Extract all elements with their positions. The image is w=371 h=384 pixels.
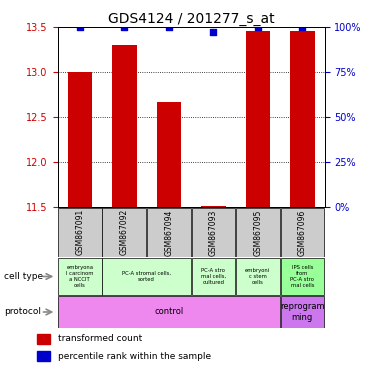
Text: GSM867093: GSM867093 xyxy=(209,209,218,255)
Bar xyxy=(191,208,235,257)
Point xyxy=(299,24,305,30)
Point xyxy=(77,24,83,30)
Bar xyxy=(37,334,50,344)
Text: control: control xyxy=(154,308,183,316)
Bar xyxy=(37,351,50,361)
Bar xyxy=(191,258,235,295)
Bar xyxy=(68,72,92,207)
Bar xyxy=(201,205,226,207)
Text: percentile rank within the sample: percentile rank within the sample xyxy=(58,351,211,361)
Text: GSM867095: GSM867095 xyxy=(253,209,262,255)
Text: reprogram
ming: reprogram ming xyxy=(280,302,325,322)
Text: cell type: cell type xyxy=(4,272,43,281)
Bar xyxy=(102,258,191,295)
Point xyxy=(121,24,127,30)
Text: PC-A stro
mal cells,
cultured: PC-A stro mal cells, cultured xyxy=(201,268,226,285)
Bar xyxy=(112,45,137,207)
Title: GDS4124 / 201277_s_at: GDS4124 / 201277_s_at xyxy=(108,12,275,26)
Bar xyxy=(157,102,181,207)
Point xyxy=(255,24,261,30)
Point xyxy=(166,24,172,30)
Text: embryona
l carcinom
a NCCIT
cells: embryona l carcinom a NCCIT cells xyxy=(66,265,93,288)
Text: GSM867091: GSM867091 xyxy=(75,209,84,255)
Bar xyxy=(147,208,191,257)
Text: transformed count: transformed count xyxy=(58,334,142,343)
Text: GSM867096: GSM867096 xyxy=(298,209,307,255)
Text: GSM867092: GSM867092 xyxy=(120,209,129,255)
Text: GSM867094: GSM867094 xyxy=(164,209,173,255)
Bar xyxy=(102,208,146,257)
Bar xyxy=(58,258,102,295)
Text: protocol: protocol xyxy=(4,308,41,316)
Bar xyxy=(280,208,324,257)
Bar xyxy=(236,208,280,257)
Bar xyxy=(280,258,324,295)
Point xyxy=(210,29,216,35)
Bar xyxy=(58,208,102,257)
Bar xyxy=(280,296,324,328)
Text: embryoni
c stem
cells: embryoni c stem cells xyxy=(245,268,270,285)
Bar xyxy=(290,31,315,207)
Bar xyxy=(236,258,280,295)
Text: PC-A stromal cells,
sorted: PC-A stromal cells, sorted xyxy=(122,271,171,282)
Bar xyxy=(246,31,270,207)
Bar xyxy=(58,296,280,328)
Text: IPS cells
from
PC-A stro
mal cells: IPS cells from PC-A stro mal cells xyxy=(290,265,314,288)
